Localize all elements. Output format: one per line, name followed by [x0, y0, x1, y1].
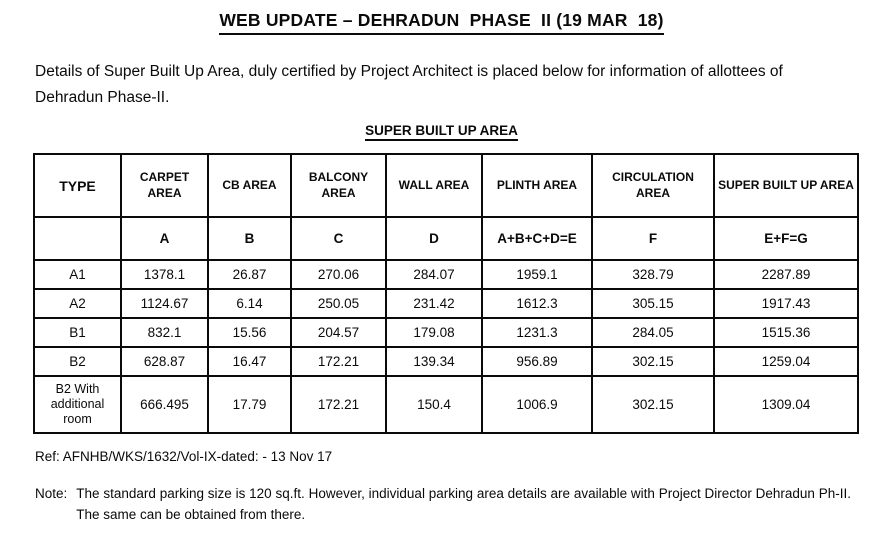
table-cell: 284.05	[591, 317, 715, 349]
formula-cell-f: F	[591, 216, 715, 262]
note-label: Note:	[35, 486, 68, 502]
table-cell: 302.15	[591, 346, 715, 378]
table-formula-row: A B C D A+B+C+D=E F E+F=G	[33, 216, 859, 262]
table-cell: 26.87	[207, 259, 292, 291]
document-page: WEB UPDATE – DEHRADUN PHASE II (19 MAR 1…	[0, 10, 883, 540]
table-cell: B2 With additional room	[33, 375, 122, 435]
table-cell: 1515.36	[713, 317, 859, 349]
intro-paragraph: Details of Super Built Up Area, duly cer…	[35, 63, 783, 106]
table-cell: B1	[33, 317, 122, 349]
table-cell: 1124.67	[120, 288, 209, 320]
col-header-cb-area: CB AREA	[207, 153, 292, 219]
table-cell: 250.05	[290, 288, 387, 320]
table-cell: 305.15	[591, 288, 715, 320]
table-cell: 628.87	[120, 346, 209, 378]
page-title: WEB UPDATE – DEHRADUN PHASE II (19 MAR 1…	[0, 10, 883, 35]
note-body: The standard parking size is 120 sq.ft. …	[76, 486, 851, 523]
table-cell: 666.495	[120, 375, 209, 435]
table-cell: 270.06	[290, 259, 387, 291]
col-header-plinth-area: PLINTH AREA	[481, 153, 593, 219]
table-cell: 1231.3	[481, 317, 593, 349]
col-header-super-built-up-area: SUPER BUILT UP AREA	[713, 153, 859, 219]
table-row-b1: B1 832.1 15.56 204.57 179.08 1231.3 284.…	[33, 317, 859, 349]
formula-cell-d: D	[385, 216, 483, 262]
page-title-text: WEB UPDATE – DEHRADUN PHASE II (19 MAR 1…	[219, 10, 664, 35]
table-cell: 17.79	[207, 375, 292, 435]
formula-cell-a: A	[120, 216, 209, 262]
table-header-row: TYPE CARPET AREA CB AREA BALCONY AREA WA…	[33, 153, 859, 219]
table-cell: 1378.1	[120, 259, 209, 291]
table-row-a1: A1 1378.1 26.87 270.06 284.07 1959.1 328…	[33, 259, 859, 291]
table-cell: 2287.89	[713, 259, 859, 291]
table-title-text: SUPER BUILT UP AREA	[365, 123, 518, 142]
formula-cell-e: A+B+C+D=E	[481, 216, 593, 262]
table-cell: 284.07	[385, 259, 483, 291]
table-cell: 172.21	[290, 375, 387, 435]
col-header-balcony-area: BALCONY AREA	[290, 153, 387, 219]
table-cell: 1917.43	[713, 288, 859, 320]
table-cell: 302.15	[591, 375, 715, 435]
table-cell: 1006.9	[481, 375, 593, 435]
table-cell: 15.56	[207, 317, 292, 349]
table-cell: 139.34	[385, 346, 483, 378]
table-cell: 1959.1	[481, 259, 593, 291]
table-row-a2: A2 1124.67 6.14 250.05 231.42 1612.3 305…	[33, 288, 859, 320]
table-cell: 956.89	[481, 346, 593, 378]
table-cell: 1259.04	[713, 346, 859, 378]
table-cell: 172.21	[290, 346, 387, 378]
reference-line: Ref: AFNHB/WKS/1632/Vol-IX-dated: - 13 N…	[35, 449, 333, 465]
table-row-b2-additional-room: B2 With additional room 666.495 17.79 17…	[33, 375, 859, 435]
formula-cell-g: E+F=G	[713, 216, 859, 262]
table-cell: 1612.3	[481, 288, 593, 320]
col-header-circulation-area: CIRCULATION AREA	[591, 153, 715, 219]
table-cell: B2	[33, 346, 122, 378]
table-cell: 231.42	[385, 288, 483, 320]
table-cell: 832.1	[120, 317, 209, 349]
table-cell: 1309.04	[713, 375, 859, 435]
table-cell: 204.57	[290, 317, 387, 349]
note-block: Note: The standard parking size is 120 s…	[35, 484, 851, 526]
table-row-b2: B2 628.87 16.47 172.21 139.34 956.89 302…	[33, 346, 859, 378]
table-cell: 150.4	[385, 375, 483, 435]
col-header-wall-area: WALL AREA	[385, 153, 483, 219]
super-built-up-area-table: TYPE CARPET AREA CB AREA BALCONY AREA WA…	[33, 153, 859, 435]
formula-cell-b: B	[207, 216, 292, 262]
table-cell: 16.47	[207, 346, 292, 378]
table-cell: A2	[33, 288, 122, 320]
formula-cell-c: C	[290, 216, 387, 262]
table-cell: 328.79	[591, 259, 715, 291]
table-cell: A1	[33, 259, 122, 291]
table-cell: 6.14	[207, 288, 292, 320]
col-header-carpet-area: CARPET AREA	[120, 153, 209, 219]
table-title: SUPER BUILT UP AREA	[0, 122, 883, 142]
col-header-type: TYPE	[33, 153, 122, 219]
formula-cell-blank	[33, 216, 122, 262]
table-cell: 179.08	[385, 317, 483, 349]
